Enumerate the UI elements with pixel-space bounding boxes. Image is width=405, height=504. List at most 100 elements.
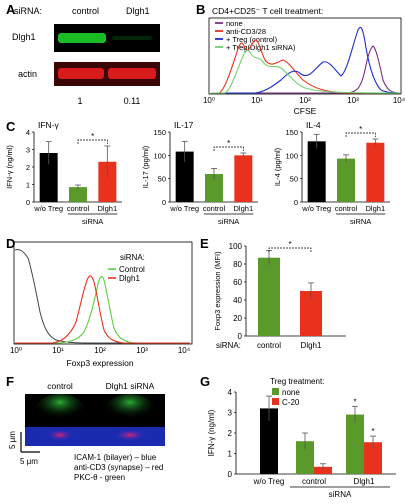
legend-label-none-g: none [282,388,300,397]
bar-c-0-1 [69,187,87,202]
blot-band-dlgh1-knockdown [112,36,152,40]
ylabel-c-1: IL-17 (pg/ml) [141,145,150,188]
panel-b-plot-frame [208,17,402,95]
bar-g-2-1 [364,442,382,474]
scale-label-x: 5 μm [20,457,38,466]
legend-label-treg-control: + Treg (control) [226,35,278,44]
bar-c-1-0 [175,151,194,202]
bar-g-2-0 [346,414,364,474]
curve-dlgh1 [15,275,190,344]
xlabel-c-0-1: control [67,204,90,213]
ytick-label-c-1: 150 [153,128,166,137]
bar-g-1-0 [296,441,314,474]
bar-g-0-0 [260,408,278,474]
curve-treg-dlgh1 [211,49,401,94]
sig-bracket-c-1 [213,146,244,151]
ytick-label-g: 3 [228,409,233,418]
chart-c-title-2: IL-4 [306,120,321,130]
row-label-actin: actin [18,69,37,79]
group-label-g: siRNA [329,490,352,499]
ylabel-e: Foxp3 expression (MFI) [213,251,222,331]
panel-letter-a: A [6,2,16,17]
panel-d-plot-frame [13,241,193,345]
curve-none [211,45,401,94]
bar-g-1-1 [314,466,332,474]
xlabel-e-1: Dlgh1 [301,341,322,350]
ytick-label-g: 2 [228,429,233,438]
ylabel-c-0: IFN-γ (ng/ml) [5,145,14,189]
panel-d-xlabel: Foxp3 expression [66,358,133,368]
quant-control: 1 [77,96,82,106]
sig-bracket-c-0 [77,139,108,144]
curve-anticd3 [211,39,400,94]
legend-label-none: none [226,19,243,28]
ytick-label-c-0: 0 [26,198,30,207]
panel-c-cytokine-bars: IFN-γ 0 1 2 3 4 IFN-γ (ng/ml) w/o Treg control Dl… [5,120,390,226]
curve-isotype [14,249,190,344]
bar-c-0-0 [39,153,58,202]
ytick-label-e: 100 [229,242,243,251]
chart-c-2: IL-4 0 50 100 150 IL-4 (pg/ml) w/o Treg control… [273,120,390,226]
ytick-label-c-0: 1 [26,181,30,190]
tick-b-4: 10⁴ [393,96,405,105]
blot-band-actin-knockdown [108,68,156,79]
panel-a-western-blot: siRNA: control Dlgh1 Dlgh1 actin 1 0.11 [12,6,160,106]
tick-d-3: 10³ [136,346,148,355]
tick-d-4: 10⁴ [178,346,191,355]
ytick-label-c-1: 0 [162,198,166,207]
panel-b-xlabel: CFSE [294,106,317,116]
xlabel-g-1: control [302,477,326,486]
panel-d-legend-title: siRNA: [120,253,145,262]
legend-label-dlgh1: Dlgh1 [119,274,140,283]
xlabel-prefix-e: siRNA: [216,341,241,350]
panel-b-legend: none anti-CD3/28 + Treg (control) + Treg… [215,19,296,52]
bar-c-1-2 [234,155,253,202]
caption-line-2: anti-CD3 (synapse) – red [74,463,163,472]
sig-bracket-c-2 [345,132,376,137]
panel-b-header: CD4+CD25⁻ T cell treatment: [212,6,323,16]
ytick-label-g: 0 [228,470,233,479]
ytick-label-e: 40 [233,296,242,305]
tick-d-0: 10⁰ [10,346,22,355]
ytick-label-e: 20 [233,314,242,323]
tick-b-1: 10¹ [251,96,263,105]
tick-b-3: 10³ [347,96,359,105]
sig-star-c-2: * [359,125,362,134]
panel-e-foxp3-bars: 0 20 40 60 80 100 Foxp3 expression (MFI) contro… [213,240,346,350]
xlabel-g-0: w/o Treg [253,477,285,486]
tick-b-0: 10⁰ [203,96,215,105]
sig-bracket-e [268,247,312,252]
ytick-label-c-2: 100 [285,151,298,160]
panel-letter-c: C [6,119,16,134]
ylabel-g: IFN-γ (ng/ml) [207,409,216,456]
panel-letter-f: F [6,374,14,389]
legend-swatch-none-g [272,388,279,395]
ylabel-c-2: IL-4 (pg/ml) [273,147,282,186]
blot-band-dlgh1-control [58,33,106,43]
panel-letter-d: D [6,236,16,251]
sig-star-g-2-1: * [371,427,374,436]
panel-letter-b: B [196,2,206,17]
panel-b-cfse-histogram: CD4+CD25⁻ T cell treatment: none anti-CD… [203,6,405,116]
legend-label-treg-dlgh1: + Treg(Dlgh1 siRNA) [226,43,296,52]
ytick-label-e: 0 [238,332,243,341]
xlabel-e-0: control [257,341,281,350]
chart-c-title-1: IL-17 [174,120,194,130]
caption-line-3: PKC-θ - green [74,473,125,482]
curve-treg-control [211,26,401,94]
group-label-c-1: siRNA [218,217,239,226]
ytick-label-c-0: 4 [26,128,30,137]
group-label-c-2: siRNA [350,217,371,226]
blot-band-actin-control [58,68,104,79]
panel-f-microscopy: control Dlgh1 siRNA 5 μm 5 μm ICAM-1 (bi… [8,381,165,482]
ytick-label-c-2: 150 [285,128,298,137]
sig-star-g-2-0: * [353,397,356,406]
scale-label-y: 5 μm [8,431,17,449]
ytick-label-c-1: 50 [158,175,166,184]
panel-d-x-ticks: 10⁰ 10¹ 10² 10³ 10⁴ [10,346,191,355]
xlabel-c-0-2: Dlgh1 [98,204,118,213]
legend-label-anticd3: anti-CD3/28 [226,27,266,36]
ytick-label-c-1: 100 [153,151,166,160]
tick-b-2: 10² [299,96,311,105]
